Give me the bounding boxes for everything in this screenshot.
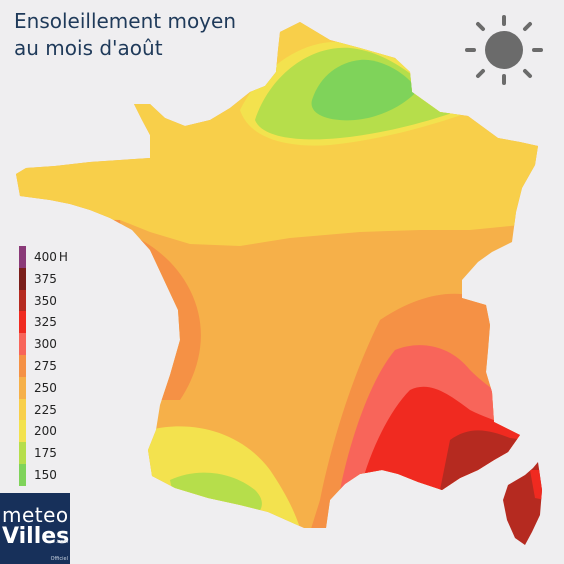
logo-text-villes: Villes <box>2 524 70 549</box>
legend-label: 225 <box>34 402 57 417</box>
legend-item: 275 <box>19 355 57 377</box>
title-line-1: Ensoleillement moyen <box>14 9 237 33</box>
legend-swatch <box>19 442 26 465</box>
legend-item: 225 <box>19 398 57 421</box>
legend-item: 300 <box>19 333 57 356</box>
legend-label: 200 <box>34 424 57 439</box>
legend-label: 150 <box>34 468 57 482</box>
logo-text-tagline: Officiel <box>50 556 68 562</box>
legend-swatch <box>19 267 26 290</box>
map-title: Ensoleillement moyen au mois d'août <box>14 8 236 62</box>
legend-swatch <box>19 398 26 421</box>
legend-label: 375 <box>34 271 57 286</box>
legend-label: 250 <box>34 380 57 395</box>
legend-label: 275 <box>34 359 57 373</box>
legend-label: 400 <box>34 250 57 264</box>
corsica <box>503 462 542 545</box>
legend-swatch <box>19 464 26 486</box>
legend-label: 325 <box>34 315 57 330</box>
legend: 400 H 375 350 325 300 275 250 225 200 175 150 <box>19 246 89 486</box>
legend-swatch <box>19 376 26 399</box>
legend-item: 375 <box>19 267 57 290</box>
sun-icon <box>465 15 543 85</box>
meteovilles-logo[interactable]: meteo Villes .com Officiel <box>0 493 70 564</box>
legend-swatch <box>19 246 26 268</box>
legend-unit: H <box>58 250 68 264</box>
legend-item: 325 <box>19 311 57 334</box>
legend-item: 175 <box>19 442 57 465</box>
logo-text-suffix: .com <box>56 539 69 545</box>
legend-swatch <box>19 420 26 443</box>
logo-text-meteo: meteo <box>2 503 69 527</box>
legend-swatch <box>19 289 26 312</box>
legend-label: 350 <box>34 293 57 308</box>
legend-swatch <box>19 311 26 334</box>
legend-swatch <box>19 355 26 377</box>
legend-item: 350 <box>19 289 57 312</box>
legend-label: 175 <box>34 446 57 461</box>
legend-item: 250 <box>19 376 57 399</box>
legend-label: 300 <box>34 337 57 352</box>
title-line-2: au mois d'août <box>14 36 163 60</box>
legend-item: 150 <box>19 464 57 486</box>
legend-item: 400 H <box>19 246 68 268</box>
legend-item: 200 <box>19 420 57 443</box>
legend-swatch <box>19 333 26 356</box>
